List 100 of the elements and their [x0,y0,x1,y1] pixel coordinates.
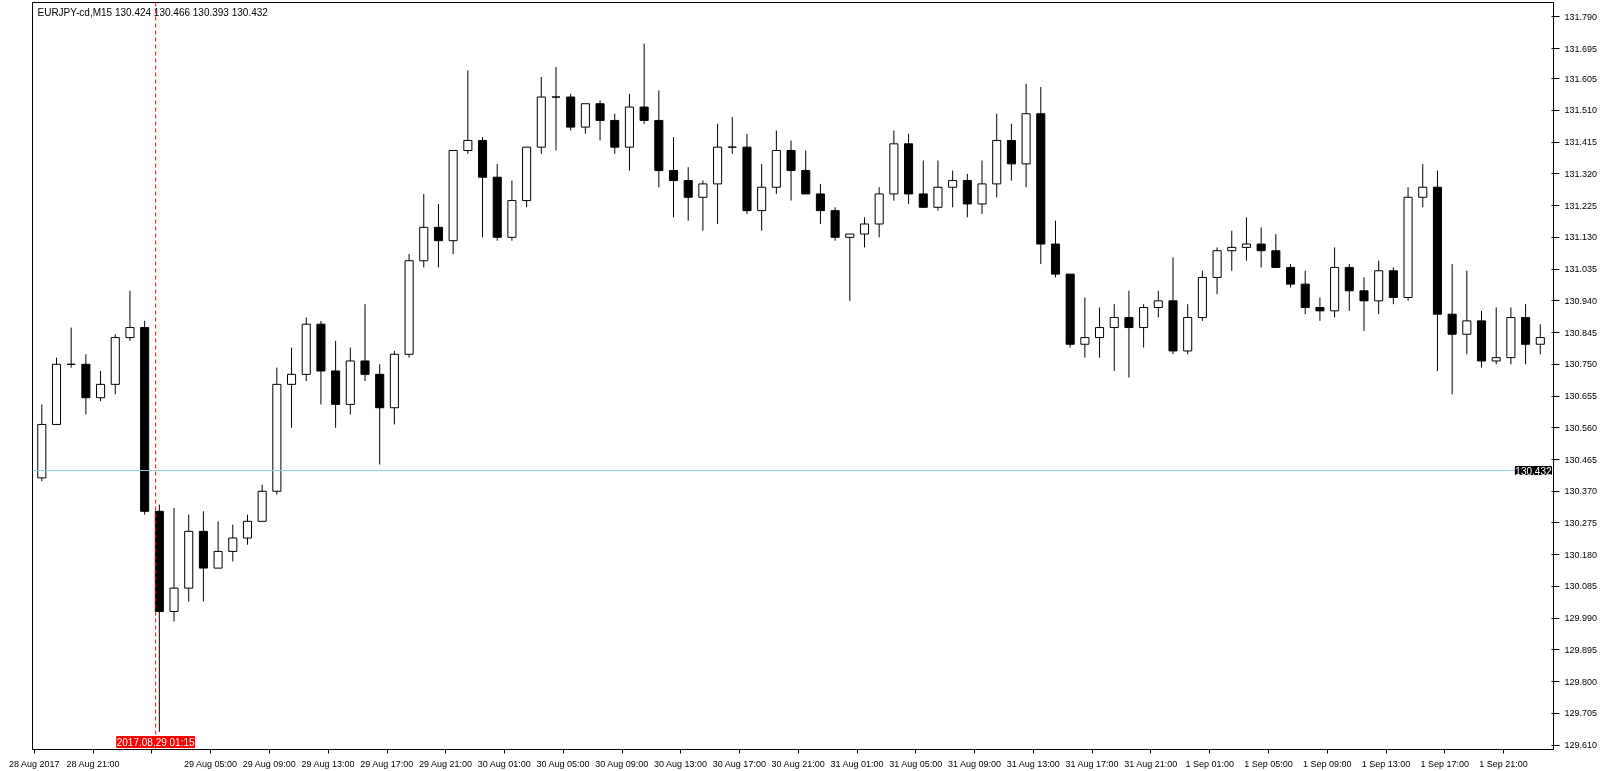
candlestick [242,514,253,546]
y-tick-label: 130.655 [1564,391,1598,402]
candlestick [757,163,767,232]
candlestick [948,170,958,208]
candlestick [1300,270,1310,315]
candlestick [962,173,972,218]
y-tick-label: 129.705 [1564,708,1598,719]
candlestick [228,524,238,562]
y-tick-label: 130.940 [1564,295,1598,306]
candlestick [433,203,443,268]
y-tick-label: 130.180 [1564,549,1598,560]
candlestick [698,180,708,232]
candlestick [668,136,679,218]
ref-line-label: 2017.08.29 01:15 [116,736,196,748]
x-tick-label: 30 Aug 01:00 [477,758,531,769]
candlestick [213,520,223,569]
x-tick-label: 30 Aug 05:00 [536,758,590,769]
y-tick-label: 130.845 [1564,327,1598,338]
y-tick-label: 131.695 [1564,43,1598,54]
x-tick-label: 1 Sep 09:00 [1302,758,1352,769]
candlestick [1491,307,1501,365]
x-tick-label: 1 Sep 13:00 [1361,758,1411,769]
y-tick-label: 131.035 [1564,264,1598,275]
candlestick [595,99,605,141]
y-tick-label: 130.085 [1564,581,1598,592]
candlestick [169,507,179,623]
candlestick [1271,233,1281,268]
candlestick [1256,226,1266,268]
y-tick-label: 131.605 [1564,73,1598,84]
y-tick-label: 129.800 [1564,676,1598,687]
candlestick [1359,276,1369,332]
x-tick-label: 1 Sep 05:00 [1244,758,1293,769]
candlestick [1344,263,1354,312]
candlestick [1006,123,1016,182]
y-tick-label: 130.465 [1564,454,1598,465]
y-tick-label: 129.895 [1564,644,1598,655]
y-tick-label: 130.560 [1564,422,1598,433]
candlestick [287,347,297,429]
x-tick-label: 30 Aug 13:00 [654,758,708,769]
y-tick-label: 131.790 [1564,11,1598,22]
candlestick [125,290,135,342]
candlestick [1227,230,1237,272]
y-tick-label: 131.510 [1564,105,1598,116]
x-tick-label: 1 Sep 17:00 [1420,758,1470,769]
candlestick [683,166,693,222]
y-tick-label: 131.320 [1564,168,1598,179]
y-tick-label: 130.370 [1564,486,1598,497]
x-tick-label: 31 Aug 21:00 [1124,758,1178,769]
x-tick-label: 29 Aug 09:00 [242,758,296,769]
candlestick [96,370,106,402]
candlestick [1447,263,1457,395]
x-tick-label: 31 Aug 13:00 [1006,758,1060,769]
candlestick [1095,307,1105,359]
y-tick-label: 131.225 [1564,200,1598,211]
candlestick [551,66,561,151]
candlestick [1418,163,1428,208]
y-tick-label: 131.415 [1564,137,1598,148]
x-tick-label: 28 Aug 21:00 [66,758,120,769]
x-tick-label: 31 Aug 01:00 [830,758,884,769]
candlestick [977,160,987,215]
x-tick-label: 29 Aug 17:00 [360,758,414,769]
candlestick [639,43,649,125]
candlestick [801,150,811,195]
x-tick-label: 30 Aug 21:00 [771,758,825,769]
candlestick [1462,270,1472,355]
candlestick [463,69,473,155]
y-tick-label: 131.130 [1564,232,1598,243]
candlestick [1153,290,1163,319]
y-tick-label: 129.990 [1564,613,1598,624]
x-tick-label: 30 Aug 17:00 [712,758,766,769]
candlestick [786,139,796,202]
candlestick [1080,296,1090,359]
candlestick [1124,290,1134,379]
y-tick-label: 129.610 [1564,740,1598,751]
ref-line-label: 130.432 [1515,465,1552,477]
x-tick-label: 29 Aug 13:00 [301,758,355,769]
y-tick-label: 130.750 [1564,359,1598,370]
x-tick-label: 29 Aug 21:00 [419,758,473,769]
x-tick-label: 31 Aug 05:00 [889,758,943,769]
candlestick [1139,303,1149,349]
y-tick-label: 130.275 [1564,517,1598,528]
x-tick-label: 31 Aug 09:00 [947,758,1001,769]
candlestick [360,303,370,382]
candlestick [933,160,943,212]
candlestick [845,233,855,302]
candlestick [1241,216,1251,262]
x-tick-label: 31 Aug 17:00 [1065,758,1119,769]
candlestick [1109,303,1119,372]
x-tick-label: 28 Aug 2017 [8,758,60,769]
candlestick [580,103,590,135]
x-tick-label: 1 Sep 01:00 [1185,758,1235,769]
x-tick-label: 1 Sep 21:00 [1479,758,1528,769]
x-tick-label: 29 Aug 05:00 [183,758,238,769]
candlestick [859,216,870,248]
candlestick [815,183,825,225]
candlestick [918,160,928,208]
candlestick [1315,296,1325,322]
x-tick-label: 30 Aug 09:00 [595,758,649,769]
chart-title: EURJPY-cd,M15 130.424 130.466 130.393 130.432 [37,6,269,18]
candlestick [1285,263,1296,288]
